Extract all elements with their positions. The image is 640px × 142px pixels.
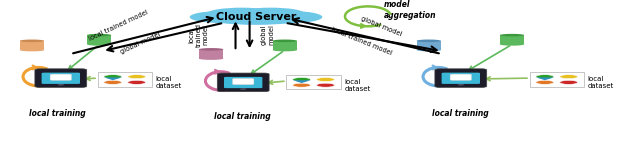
Ellipse shape <box>20 39 44 42</box>
Text: local
trained
model: local trained model <box>188 23 209 47</box>
Ellipse shape <box>20 49 44 51</box>
Bar <box>87 35 111 44</box>
Bar <box>97 72 152 87</box>
Circle shape <box>104 75 122 79</box>
Circle shape <box>104 80 122 84</box>
Bar <box>273 41 297 50</box>
Text: Cloud Server: Cloud Server <box>216 12 296 22</box>
FancyBboxPatch shape <box>232 78 254 85</box>
Ellipse shape <box>273 39 297 42</box>
Text: local training: local training <box>29 109 86 118</box>
Text: local training: local training <box>214 112 270 121</box>
Polygon shape <box>104 77 122 80</box>
Text: local
dataset: local dataset <box>156 76 182 89</box>
Ellipse shape <box>261 11 323 23</box>
Text: local trained model: local trained model <box>88 9 149 42</box>
Circle shape <box>536 80 554 84</box>
Ellipse shape <box>199 48 223 51</box>
Text: local
dataset: local dataset <box>588 76 614 89</box>
Circle shape <box>240 88 246 90</box>
Bar <box>500 35 524 44</box>
Circle shape <box>560 75 578 79</box>
Circle shape <box>292 83 310 87</box>
FancyBboxPatch shape <box>218 73 269 92</box>
FancyBboxPatch shape <box>50 74 72 80</box>
Circle shape <box>58 84 64 85</box>
Text: local training: local training <box>433 109 489 118</box>
FancyBboxPatch shape <box>450 74 472 80</box>
Ellipse shape <box>273 49 297 51</box>
Text: local trained model: local trained model <box>330 26 393 56</box>
Circle shape <box>317 83 335 87</box>
Circle shape <box>128 75 146 79</box>
Ellipse shape <box>189 11 251 23</box>
Bar <box>199 49 223 59</box>
Bar <box>20 41 44 50</box>
Text: model
aggregation: model aggregation <box>384 0 436 20</box>
Bar <box>417 41 441 50</box>
Circle shape <box>292 78 310 82</box>
Ellipse shape <box>500 43 524 46</box>
FancyBboxPatch shape <box>442 73 480 84</box>
Text: global model: global model <box>120 31 162 55</box>
Ellipse shape <box>207 12 305 25</box>
Polygon shape <box>293 80 311 83</box>
Bar <box>287 75 340 89</box>
Circle shape <box>458 84 464 85</box>
Ellipse shape <box>207 8 276 19</box>
Circle shape <box>317 78 335 82</box>
FancyBboxPatch shape <box>435 69 486 87</box>
Ellipse shape <box>417 39 441 42</box>
Ellipse shape <box>417 49 441 51</box>
Text: global
model: global model <box>261 24 274 45</box>
FancyBboxPatch shape <box>42 73 80 84</box>
Ellipse shape <box>199 57 223 60</box>
Circle shape <box>560 80 578 84</box>
Circle shape <box>128 80 146 84</box>
FancyBboxPatch shape <box>35 69 87 87</box>
Text: local
dataset: local dataset <box>344 79 371 92</box>
FancyBboxPatch shape <box>224 77 262 88</box>
Bar <box>530 72 584 87</box>
Polygon shape <box>536 77 554 80</box>
Ellipse shape <box>236 8 305 19</box>
Ellipse shape <box>87 34 111 36</box>
Text: global model: global model <box>360 15 402 37</box>
Circle shape <box>536 75 554 79</box>
Ellipse shape <box>500 34 524 36</box>
Ellipse shape <box>87 43 111 46</box>
